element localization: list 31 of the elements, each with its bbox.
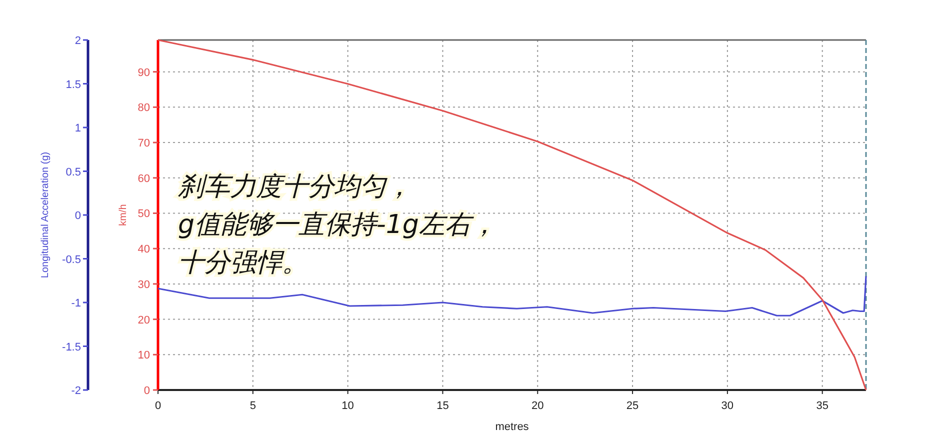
y2-tick-label: 30	[138, 278, 150, 291]
x-tick-label: 30	[721, 400, 734, 412]
x-tick-label: 0	[154, 400, 162, 412]
y2-tick-label: 90	[138, 66, 150, 79]
y2-tick-label: 20	[138, 314, 150, 326]
y-tick-label: 0.5	[66, 166, 81, 178]
y-tick-label: -0.5	[62, 254, 81, 266]
y2-tick-label: 60	[138, 172, 150, 185]
x-tick-label: 5	[250, 400, 256, 412]
y-tick-label: -2	[71, 385, 81, 397]
y-tick-label: -1	[71, 298, 81, 310]
x-tick-label: 25	[626, 400, 639, 412]
y2-tick-label: 40	[138, 244, 150, 256]
y-tick-label: 2	[74, 35, 81, 47]
y2-tick-label: 10	[138, 350, 150, 362]
y-tick-label: 0	[74, 210, 81, 222]
y-tick-label: -1.5	[62, 341, 81, 354]
x-tick-label: 35	[816, 400, 828, 412]
x-axis-title: metres	[495, 421, 530, 433]
y2-tick-label: 0	[144, 385, 150, 397]
x-tick-label: 10	[342, 400, 354, 412]
y2-tick-label: 80	[138, 102, 150, 114]
x-tick-label: 15	[436, 400, 449, 412]
annotation: 刹车力度十分均匀， g值能够一直保持-1g左右， 十分强悍。	[178, 172, 497, 278]
x-tick-label: 20	[532, 400, 544, 412]
y-axis-title: Longitudinal Acceleration (g)	[40, 152, 51, 278]
y2-axis-title: km/h	[118, 204, 129, 226]
y-tick-label: 1.5	[66, 78, 81, 91]
y-tick-label: 1	[74, 122, 81, 134]
y2-tick-label: 70	[138, 138, 150, 150]
y2-tick-label: 50	[138, 208, 150, 220]
